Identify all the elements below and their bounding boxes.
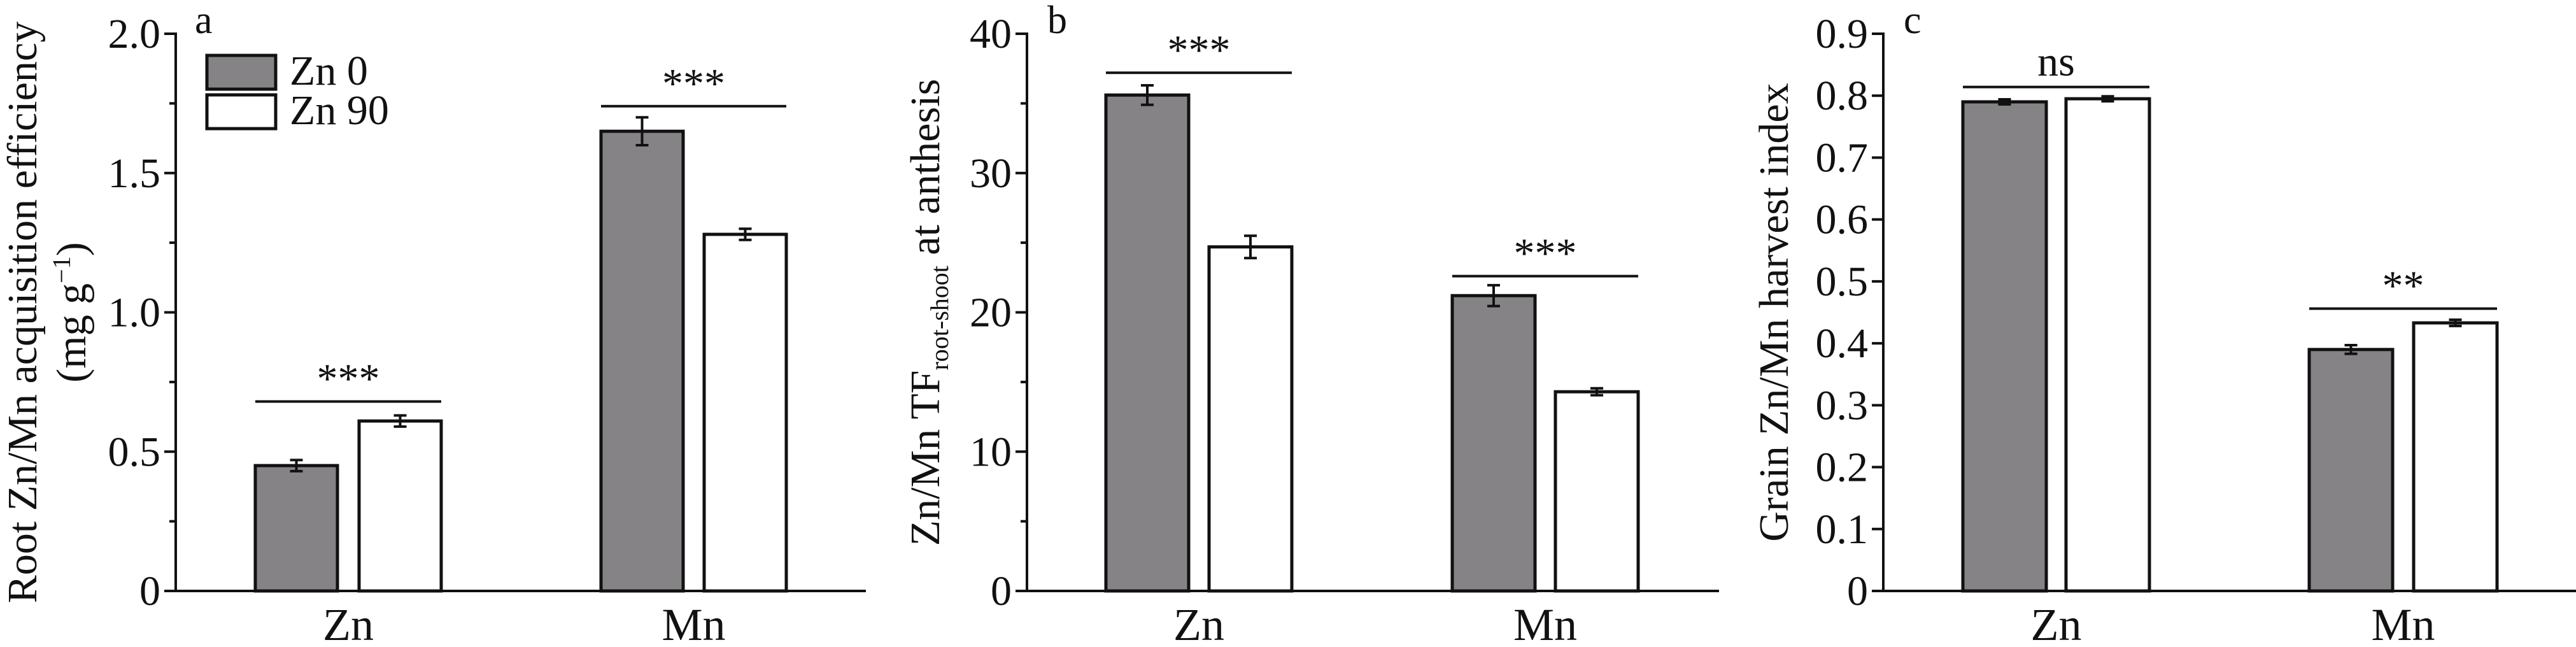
bar-mn-zn0 [599, 129, 685, 593]
significance-label: ns [2037, 39, 2075, 85]
y-tick-label: 0.9 [1816, 11, 1869, 57]
y-tick-label: 0.1 [1816, 506, 1869, 553]
x-tick-label: Mn [1513, 599, 1577, 647]
legend-swatch [205, 53, 278, 91]
y-tick-label: 1.0 [108, 290, 161, 336]
y-axis-unit: (mg g−1) [47, 242, 95, 382]
label-subscript: root-shoot [925, 266, 954, 370]
y-axis-label: Grain Zn/Mn harvest index [1751, 83, 1797, 541]
bar-mn-zn90 [1553, 390, 1640, 593]
legend-label: Zn 90 [290, 87, 389, 134]
bar-mn-zn0 [1450, 294, 1537, 593]
significance-label: *** [1168, 27, 1231, 73]
panel-label: b [1047, 0, 1067, 42]
y-tick-label: 10 [970, 429, 1012, 475]
y-tick-label: 20 [970, 290, 1012, 336]
panel-label: c [1904, 0, 1921, 42]
y-tick-label: 0.6 [1816, 197, 1869, 243]
x-tick-label: Mn [662, 599, 725, 647]
legend-label: Zn 0 [290, 48, 368, 94]
x-tick-label: Zn [323, 599, 374, 647]
unit-end: ) [48, 242, 95, 256]
legend-swatch [205, 93, 278, 131]
unit-main: (mg g [48, 283, 95, 383]
y-tick-label: 2.0 [108, 11, 161, 57]
panel-b: 0 10 20 30 40 b Zn Mn *** *** Zn/Mn TFroot-shoot a… [902, 0, 1719, 647]
legend: Zn 0Zn 90 [205, 48, 389, 134]
bar-zn-zn90 [1207, 245, 1294, 593]
y-axis-label: Root Zn/Mn acquisition efficiency [0, 22, 46, 603]
bar-zn-zn90 [357, 419, 443, 593]
y-tick-label: 0 [139, 568, 160, 615]
y-tick-label: 0.5 [1816, 259, 1869, 305]
y-tick-label: 0.8 [1816, 73, 1869, 119]
y-tick-label: 0.4 [1816, 320, 1869, 367]
y-tick-label: 0.5 [108, 429, 161, 475]
bar-zn-zn0 [253, 464, 339, 593]
y-tick-label: 0 [1847, 568, 1868, 615]
y-tick-label: 1.5 [108, 150, 161, 197]
x-tick-label: Mn [2371, 599, 2435, 647]
y-tick-label: 40 [970, 11, 1012, 57]
y-axis-label: Zn/Mn TFroot-shoot at anthesis [902, 79, 954, 546]
bar-zn-zn0 [1961, 100, 2048, 593]
significance-label: *** [317, 356, 380, 402]
bar-mn-zn90 [2412, 321, 2499, 593]
significance-label: *** [1514, 231, 1577, 277]
significance-label: *** [662, 60, 725, 107]
y-tick-label: 0.7 [1816, 134, 1869, 181]
bar-zn-zn90 [2064, 97, 2151, 593]
y-tick-label: 0 [991, 568, 1012, 615]
bar-mn-zn0 [2307, 348, 2395, 593]
panel-label: a [195, 0, 213, 42]
y-tick-label: 30 [970, 150, 1012, 197]
x-tick-label: Zn [1173, 599, 1224, 647]
y-tick-label: 0.3 [1816, 382, 1869, 429]
panel-c: 0 0.1 0.2 0.3 0.4 0.5 0.6 0.7 0.8 0.9 c Zn Mn ns ** Gra… [1751, 0, 2576, 647]
significance-label: ** [2382, 263, 2424, 309]
bar-zn-zn0 [1104, 93, 1191, 593]
label-end: at anthesis [902, 79, 949, 266]
label-main: Zn/Mn TF [902, 371, 949, 546]
y-tick-label: 0.2 [1816, 444, 1869, 491]
panel-a: 0 0.5 1.0 1.5 2.0 a Zn Mn *** *** Root Zn/Mn acqui… [0, 0, 866, 647]
bar-mn-zn90 [702, 232, 788, 593]
unit-superscript: −1 [47, 256, 76, 283]
x-tick-label: Zn [2031, 599, 2082, 647]
